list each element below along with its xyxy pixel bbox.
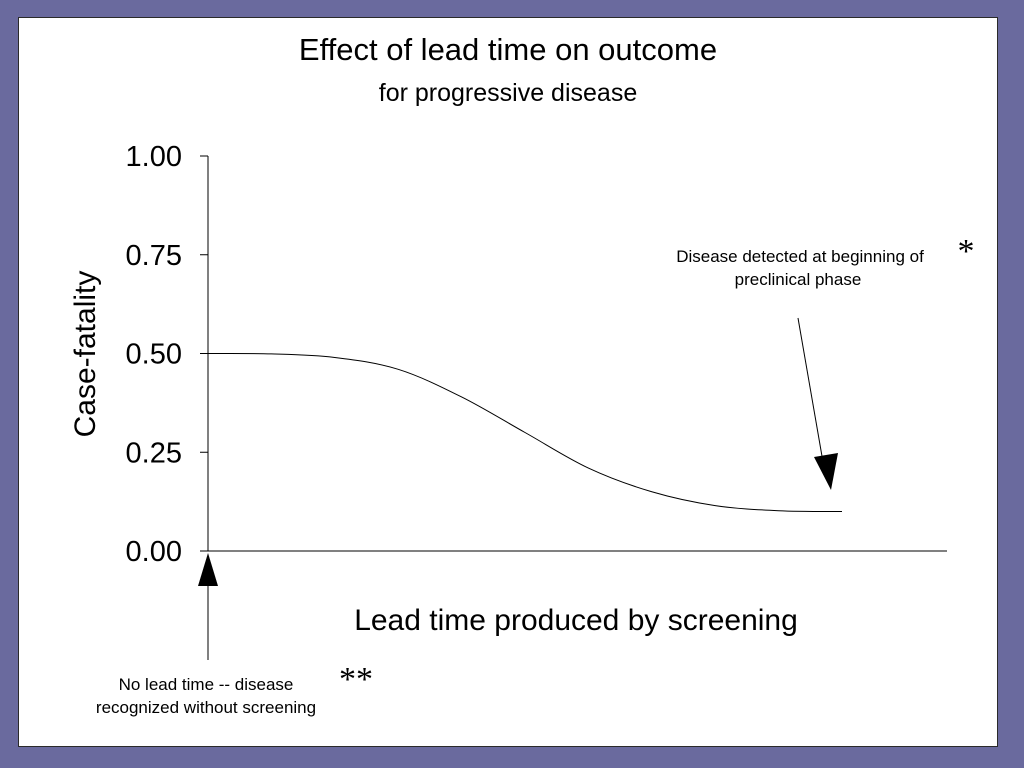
chart-title: Effect of lead time on outcome <box>299 32 717 67</box>
chart-subtitle: for progressive disease <box>379 79 637 107</box>
y-tick-label: 0.50 <box>126 339 182 371</box>
slide-panel <box>18 17 998 747</box>
annotation-start-arrowhead <box>198 553 218 586</box>
annotation-start-line-2: recognized without screening <box>96 698 316 717</box>
y-axis: 1.00 0.75 0.50 0.25 0.00 <box>126 141 209 568</box>
annotation-end-marker: * <box>958 233 975 270</box>
y-tick-label: 0.75 <box>126 240 182 272</box>
annotation-end-line-2: preclinical phase <box>735 270 862 289</box>
y-tick-label: 0.00 <box>126 536 182 568</box>
y-tick-label: 0.25 <box>126 437 182 469</box>
series-group <box>207 352 843 512</box>
annotation-no-lead-time: No lead time -- disease recognized witho… <box>96 553 373 717</box>
annotation-end-arrow-shaft <box>797 317 824 463</box>
annotation-end-arrowhead <box>814 453 838 490</box>
annotation-detected-early: Disease detected at beginning of preclin… <box>676 233 975 490</box>
annotation-start-line-1: No lead time -- disease <box>119 675 294 694</box>
y-axis-title: Case-fatality <box>69 271 102 438</box>
x-axis-title: Lead time produced by screening <box>354 604 798 637</box>
annotation-end-line-1: Disease detected at beginning of <box>676 247 924 266</box>
annotation-start-marker: ** <box>339 661 373 698</box>
series-line <box>207 352 843 512</box>
y-tick-label: 1.00 <box>126 141 182 173</box>
